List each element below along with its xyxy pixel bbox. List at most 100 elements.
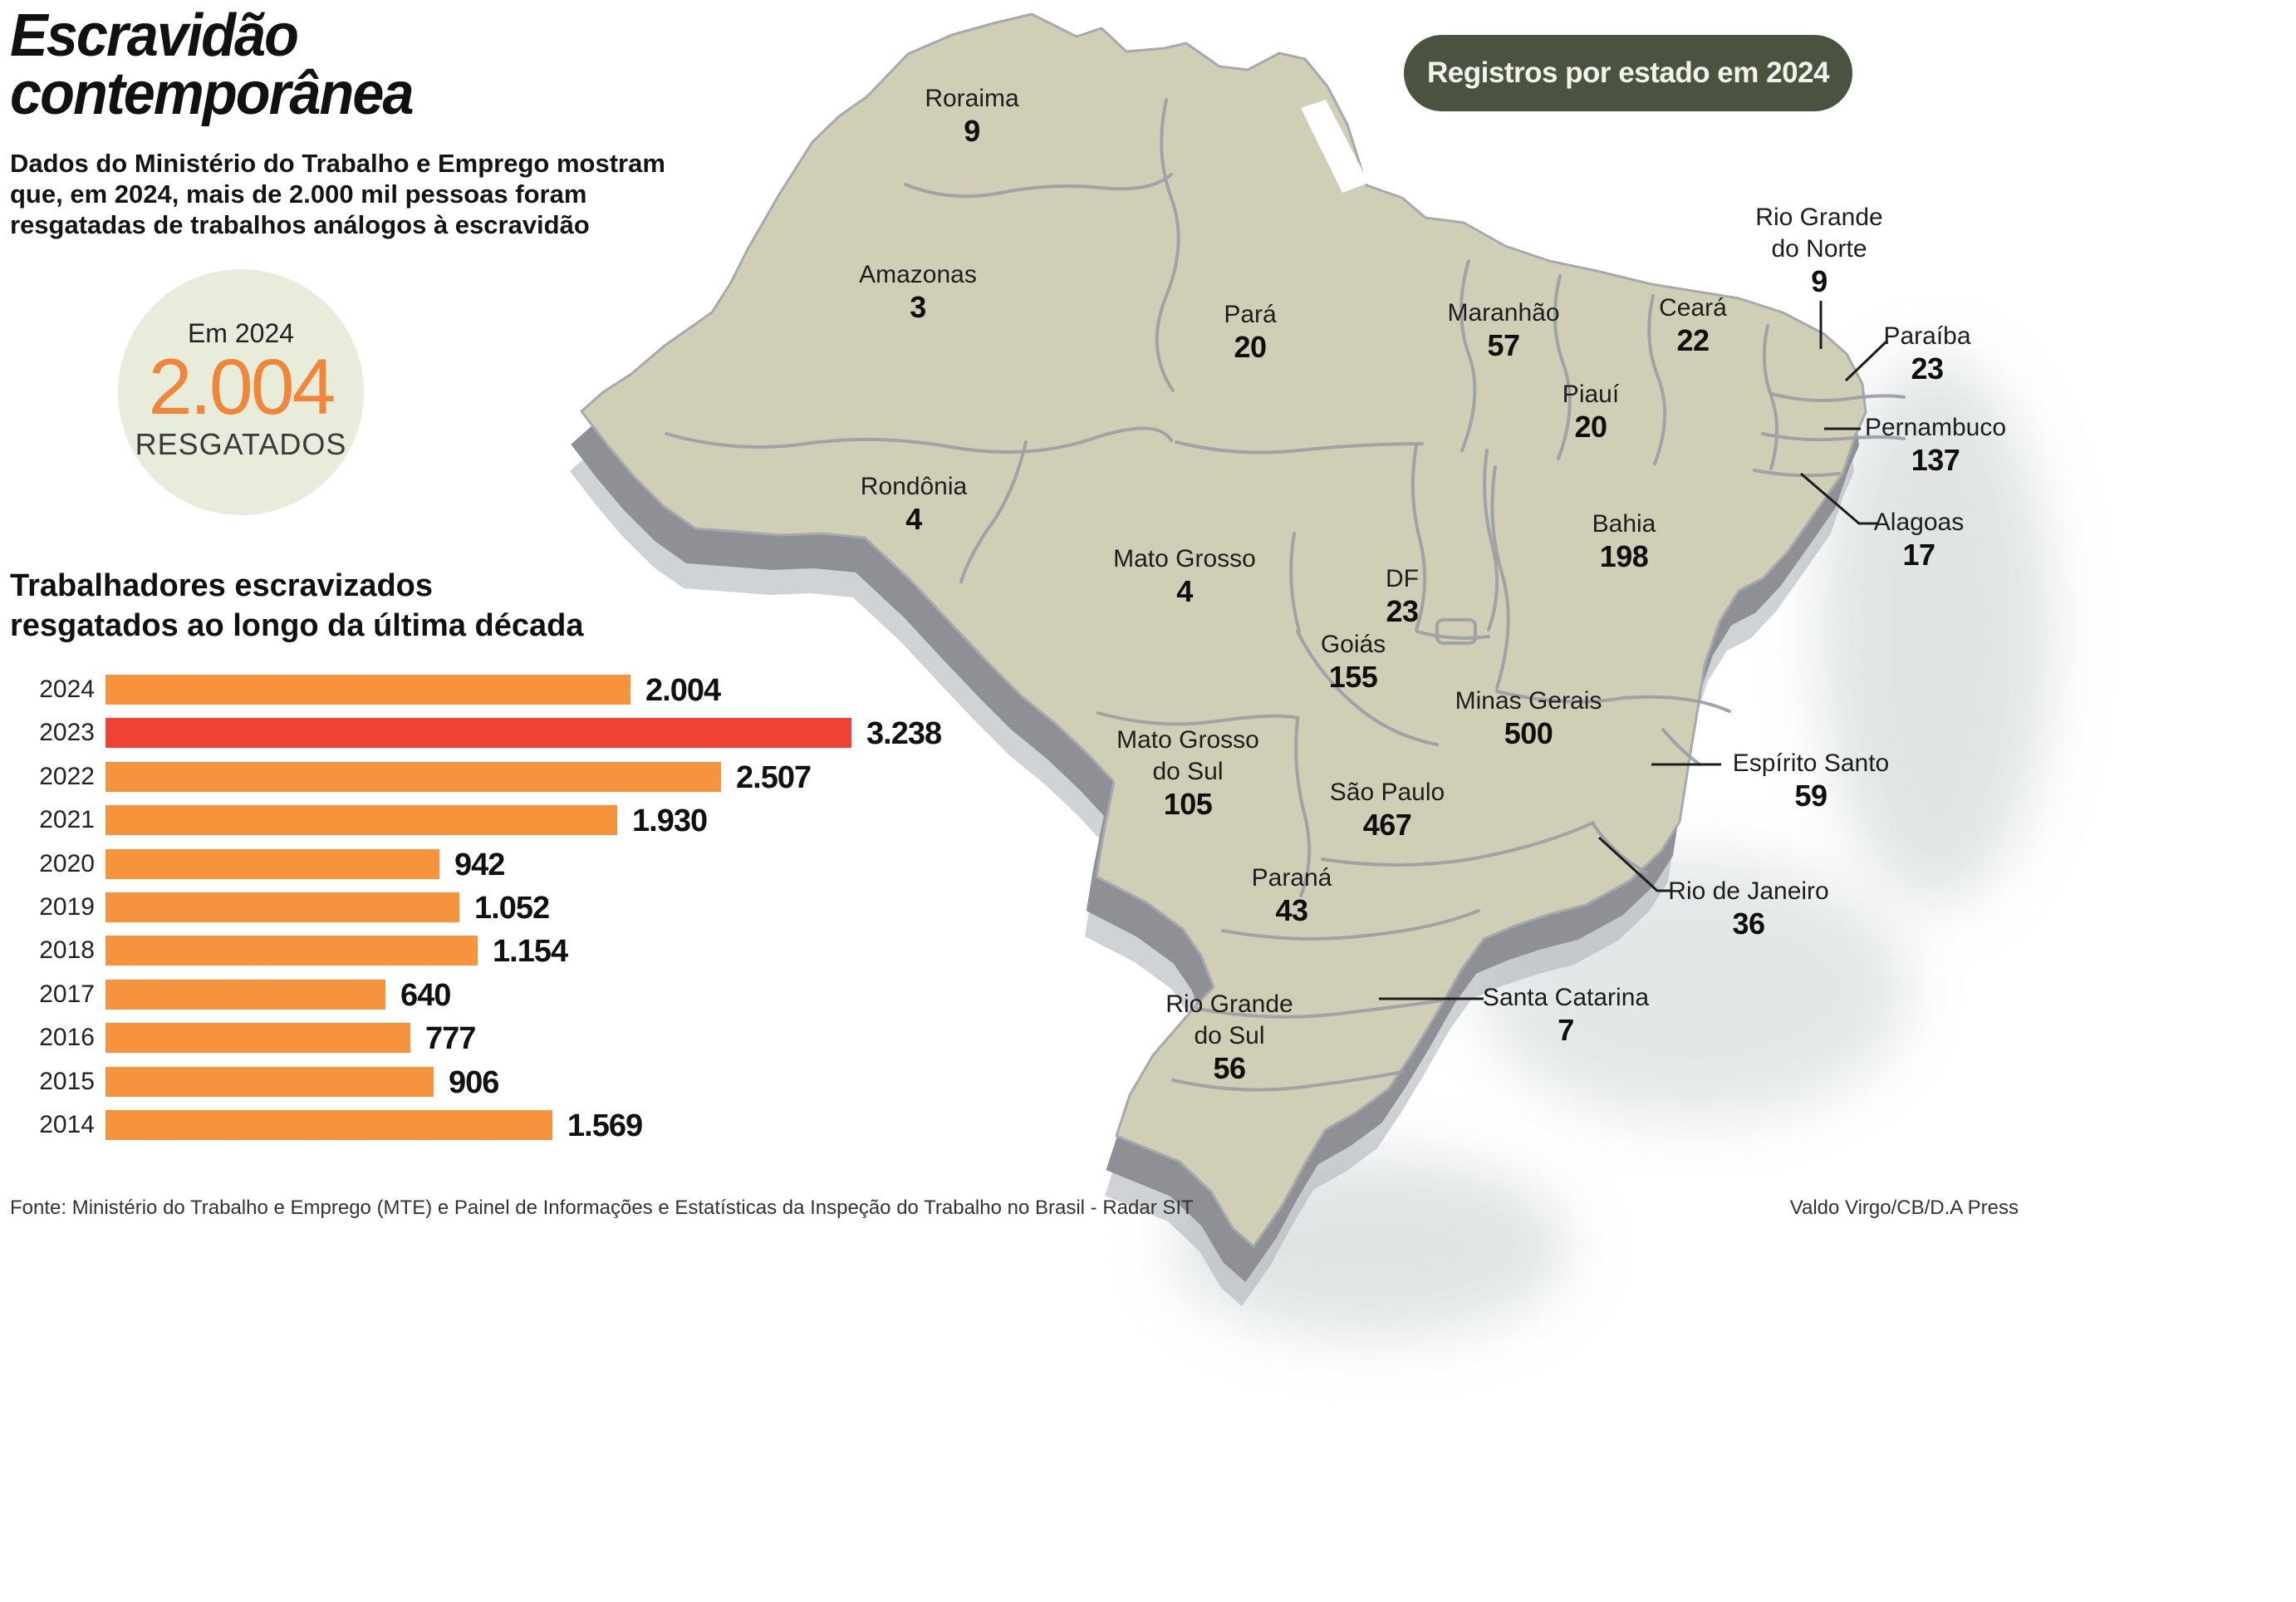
state-name: DF: [1386, 565, 1419, 592]
bar-row-2020: 2020 942: [0, 848, 2296, 882]
page-title-line1: Escravidão: [10, 2, 299, 69]
callout-paraiba: [1844, 339, 1889, 382]
state-label-goias: Goiás 155: [1321, 629, 1386, 694]
state-value: 4: [905, 502, 922, 536]
state-value: 59: [1794, 779, 1827, 813]
bar-year-label: 2016: [39, 1024, 95, 1051]
bar-value-label: 1.930: [632, 803, 708, 838]
bar-2019: [105, 892, 459, 922]
state-label-bahia: Bahia 198: [1592, 509, 1656, 573]
subtitle-line1: Dados do Ministério do Trabalho e Empreg…: [10, 149, 665, 178]
state-name: Roraima: [925, 85, 1019, 112]
bar-2015: [105, 1067, 434, 1097]
bar-value-label: 906: [449, 1065, 499, 1100]
state-label-parana: Paraná 43: [1252, 862, 1332, 927]
state-name: Alagoas: [1873, 509, 1965, 536]
df-boundary: [1435, 618, 1477, 645]
state-value: 7: [1558, 1013, 1574, 1047]
bar-value-label: 942: [454, 848, 505, 882]
state-label-amazonas: Amazonas 3: [859, 259, 977, 324]
state-value: 57: [1487, 328, 1520, 362]
page-title-line2: contemporânea: [10, 61, 415, 127]
bar-year-label: 2020: [39, 850, 95, 877]
state-label-piaui: Piauí 20: [1563, 379, 1619, 444]
bar-2021: [105, 805, 617, 835]
state-label-mato-grosso: Mato Grosso 4: [1113, 543, 1256, 608]
bar-row-2017: 2017 640: [0, 978, 2296, 1013]
state-name: Rio Grande: [1165, 990, 1293, 1018]
bar-year-label: 2023: [39, 719, 95, 746]
bar-year-label: 2014: [39, 1111, 95, 1138]
state-label-paraiba: Paraíba 23: [1883, 321, 1970, 386]
bar-value-label: 2.004: [645, 673, 721, 708]
bar-2023: [105, 718, 851, 748]
bar-row-2014: 2014 1.569: [0, 1110, 2296, 1142]
state-label-sao-paulo: São Paulo 467: [1330, 777, 1445, 842]
state-value: 155: [1328, 660, 1378, 694]
state-value: 3: [910, 290, 926, 324]
state-label-ceara: Ceará 22: [1659, 292, 1727, 357]
state-name: Mato Grosso: [1116, 726, 1259, 754]
state-value: 9: [964, 114, 980, 148]
state-value: 198: [1599, 539, 1649, 573]
state-label-para: Pará 20: [1224, 299, 1276, 364]
state-value: 4: [1176, 574, 1193, 608]
bar-row-2021: 2021 1.930: [0, 803, 2296, 838]
page-subtitle: Dados do Ministério do Trabalho e Empreg…: [10, 148, 665, 240]
state-value: 56: [1213, 1051, 1246, 1085]
highlight-caption: RESGATADOS: [135, 426, 347, 461]
state-label-pernambuco: Pernambuco 137: [1865, 412, 2006, 477]
bar-year-label: 2018: [39, 936, 95, 964]
state-name: Mato Grosso: [1113, 545, 1256, 572]
bar-year-label: 2024: [39, 676, 95, 703]
state-value: 500: [1504, 716, 1553, 750]
bar-2020: [105, 849, 439, 879]
highlight-circle: Em 2024 2.004 RESGATADOS: [118, 269, 364, 515]
bar-2024: [105, 675, 630, 705]
subtitle-line2: que, em 2024, mais de 2.000 mil pessoas …: [10, 179, 587, 209]
state-value: 43: [1275, 893, 1308, 927]
state-name: Pernambuco: [1864, 414, 2007, 441]
state-value: 20: [1234, 330, 1267, 364]
bar-value-label: 1.154: [493, 934, 568, 969]
footer-source: Fonte: Ministério do Trabalho e Emprego …: [10, 1197, 1194, 1219]
state-borders: [665, 98, 1906, 1092]
state-label-minas-gerais: Minas Gerais 500: [1455, 686, 1602, 750]
state-name: do Norte: [1771, 235, 1867, 263]
state-name: Piauí: [1562, 381, 1620, 408]
bar-row-2018: 2018 1.154: [0, 934, 2296, 969]
state-label-espirito-santo: Espírito Santo 59: [1733, 748, 1889, 813]
state-name: Maranhão: [1447, 299, 1560, 327]
bar-value-label: 1.052: [474, 891, 550, 926]
state-label-alagoas: Alagoas 17: [1874, 507, 1964, 572]
state-name: Espírito Santo: [1732, 749, 1890, 777]
state-value: 20: [1574, 410, 1607, 444]
state-name: Rio Grande: [1755, 204, 1883, 231]
bar-row-2022: 2022 2.507: [0, 762, 2296, 794]
bar-value-label: 640: [400, 978, 451, 1013]
state-name: Rondônia: [860, 473, 968, 500]
bar-row-2024: 2024 2.004: [0, 673, 2296, 708]
bar-2014: [105, 1110, 552, 1140]
state-name: Pará: [1224, 301, 1277, 328]
state-name: Ceará: [1659, 294, 1727, 322]
state-value: 22: [1676, 323, 1710, 357]
state-value: 23: [1386, 594, 1419, 628]
bar-2018: [105, 936, 478, 966]
callout-rio-de-janeiro: [1597, 836, 1671, 892]
state-name: Goiás: [1320, 631, 1386, 658]
state-value: 137: [1911, 443, 1960, 477]
state-label-df: DF 23: [1386, 563, 1419, 628]
state-value: 105: [1163, 787, 1213, 821]
map-year-badge: Registros por estado em 2024: [1404, 35, 1852, 111]
bar-2017: [105, 980, 385, 1010]
bar-row-2023: 2023 3.238: [0, 718, 2296, 749]
map-land: [580, 12, 1867, 1248]
bar-year-label: 2017: [39, 980, 95, 1008]
amazon-mouth-notch: [1301, 100, 1369, 193]
state-name: Paraíba: [1883, 322, 1971, 350]
state-name: Rio de Janeiro: [1668, 877, 1829, 905]
state-label-santa-catarina: Santa Catarina 7: [1483, 982, 1649, 1047]
bar-value-label: 777: [425, 1021, 476, 1056]
bar-2022: [105, 762, 721, 792]
